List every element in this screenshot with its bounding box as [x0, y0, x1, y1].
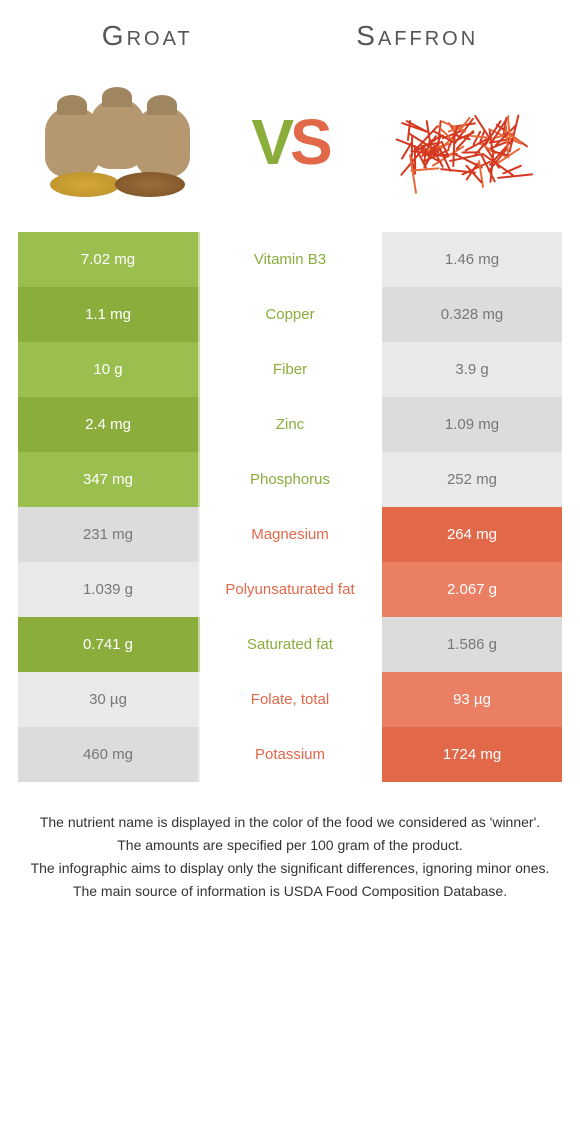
table-row: 30 µgFolate, total93 µg [18, 672, 562, 727]
cell-nutrient-name: Phosphorus [200, 452, 382, 507]
cell-left-value: 0.741 g [18, 617, 200, 672]
cell-left-value: 7.02 mg [18, 232, 200, 287]
table-row: 2.4 mgZinc1.09 mg [18, 397, 562, 452]
header: Groat Saffron [0, 0, 580, 62]
table-row: 1.039 gPolyunsaturated fat2.067 g [18, 562, 562, 617]
cell-nutrient-name: Magnesium [200, 507, 382, 562]
saffron-illustration [385, 102, 535, 182]
table-row: 0.741 gSaturated fat1.586 g [18, 617, 562, 672]
food-title-right: Saffron [356, 20, 478, 52]
cell-left-value: 231 mg [18, 507, 200, 562]
comparison-table: 7.02 mgVitamin B31.46 mg1.1 mgCopper0.32… [18, 232, 562, 782]
vs-letter-v: V [251, 106, 290, 178]
cell-nutrient-name: Zinc [200, 397, 382, 452]
table-row: 10 gFiber3.9 g [18, 342, 562, 397]
table-row: 7.02 mgVitamin B31.46 mg [18, 232, 562, 287]
table-row: 460 mgPotassium1724 mg [18, 727, 562, 782]
vs-letter-s: S [290, 106, 329, 178]
footnote-line: The infographic aims to display only the… [30, 858, 550, 879]
images-row: VS [0, 62, 580, 232]
cell-right-value: 2.067 g [382, 562, 562, 617]
groat-illustration [40, 87, 200, 197]
cell-right-value: 1.09 mg [382, 397, 562, 452]
cell-nutrient-name: Copper [200, 287, 382, 342]
cell-right-value: 93 µg [382, 672, 562, 727]
cell-right-value: 3.9 g [382, 342, 562, 397]
footnotes: The nutrient name is displayed in the co… [0, 782, 580, 902]
cell-left-value: 1.1 mg [18, 287, 200, 342]
cell-nutrient-name: Fiber [200, 342, 382, 397]
cell-right-value: 264 mg [382, 507, 562, 562]
table-row: 347 mgPhosphorus252 mg [18, 452, 562, 507]
cell-right-value: 252 mg [382, 452, 562, 507]
table-row: 1.1 mgCopper0.328 mg [18, 287, 562, 342]
cell-nutrient-name: Potassium [200, 727, 382, 782]
vs-badge: VS [251, 105, 328, 179]
cell-right-value: 1724 mg [382, 727, 562, 782]
cell-nutrient-name: Folate, total [200, 672, 382, 727]
cell-left-value: 460 mg [18, 727, 200, 782]
cell-nutrient-name: Vitamin B3 [200, 232, 382, 287]
footnote-line: The main source of information is USDA F… [30, 881, 550, 902]
table-row: 231 mgMagnesium264 mg [18, 507, 562, 562]
footnote-line: The amounts are specified per 100 gram o… [30, 835, 550, 856]
cell-nutrient-name: Polyunsaturated fat [200, 562, 382, 617]
cell-right-value: 0.328 mg [382, 287, 562, 342]
food-image-right [380, 82, 540, 202]
cell-left-value: 2.4 mg [18, 397, 200, 452]
cell-left-value: 347 mg [18, 452, 200, 507]
footnote-line: The nutrient name is displayed in the co… [30, 812, 550, 833]
cell-left-value: 1.039 g [18, 562, 200, 617]
cell-right-value: 1.46 mg [382, 232, 562, 287]
cell-left-value: 30 µg [18, 672, 200, 727]
cell-right-value: 1.586 g [382, 617, 562, 672]
food-title-left: Groat [102, 20, 193, 52]
food-image-left [40, 82, 200, 202]
cell-nutrient-name: Saturated fat [200, 617, 382, 672]
cell-left-value: 10 g [18, 342, 200, 397]
